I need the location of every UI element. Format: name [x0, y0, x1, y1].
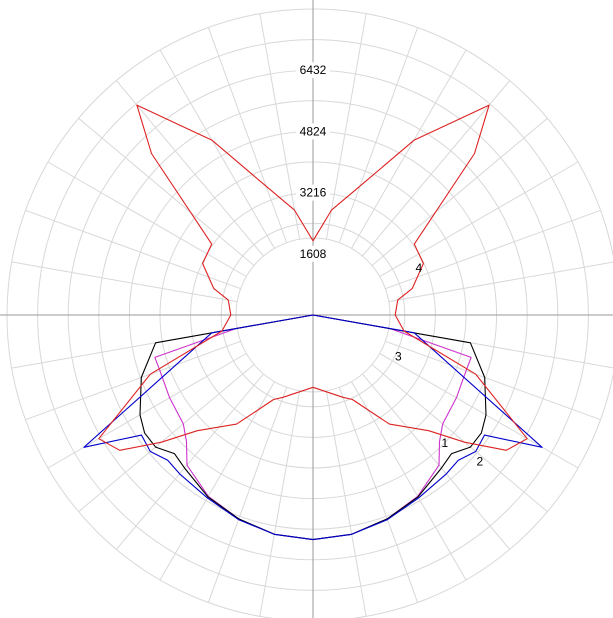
- grid-spoke: [388, 261, 613, 303]
- grid-spoke: [207, 387, 288, 603]
- grid-spoke: [385, 209, 601, 290]
- grid-spoke: [25, 209, 241, 290]
- grid-spoke: [259, 390, 301, 617]
- series-4-line: [98, 104, 528, 451]
- grid-spoke: [371, 364, 548, 513]
- grid-spoke: [159, 49, 275, 249]
- grid-spoke: [379, 161, 579, 277]
- radial-tick-label: 3216: [300, 186, 327, 200]
- grid-spoke: [115, 373, 264, 550]
- tick-label-bg: [296, 62, 330, 79]
- series-2-label: 2: [477, 454, 484, 468]
- grid-spoke: [371, 117, 548, 266]
- grid-spoke: [159, 381, 275, 581]
- series-4-label: 4: [416, 261, 423, 275]
- series-3-line: [83, 314, 543, 541]
- grid-spoke: [115, 80, 264, 257]
- grid-spoke: [362, 373, 511, 550]
- radial-tick-label: 1608: [300, 247, 327, 261]
- grid-spoke: [78, 364, 255, 513]
- grid-spoke: [325, 13, 367, 240]
- grid-spoke: [47, 161, 247, 277]
- series-3-label: 3: [395, 349, 402, 363]
- grid-spoke: [338, 27, 419, 243]
- grid-spoke: [47, 353, 247, 469]
- grid-spoke: [325, 390, 367, 617]
- radial-tick-labels: 1608 3216 4824 6432: [296, 62, 330, 262]
- grid-spoke: [259, 13, 301, 240]
- grid-spoke: [379, 353, 579, 469]
- grid-spoke: [362, 80, 511, 257]
- grid-spoke: [351, 381, 467, 581]
- grid-spoke: [385, 340, 601, 421]
- radial-tick-label: 6432: [300, 63, 327, 77]
- tick-label-bg: [296, 245, 330, 262]
- radial-tick-label: 4824: [300, 124, 327, 138]
- grid-spoke: [338, 387, 419, 603]
- grid-spoke: [25, 340, 241, 421]
- series-labels: 1 2 3 4: [395, 261, 484, 468]
- tick-label-bg: [296, 123, 330, 140]
- series-1-label: 1: [442, 436, 449, 450]
- series-layer: [83, 104, 543, 541]
- tick-label-bg: [296, 184, 330, 201]
- grid-spoke: [207, 27, 288, 243]
- grid-spoke: [78, 117, 255, 266]
- grid-spoke: [11, 261, 238, 303]
- grid-spoke: [351, 49, 467, 249]
